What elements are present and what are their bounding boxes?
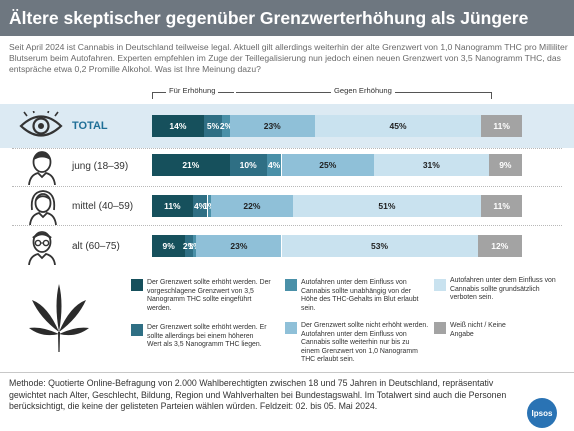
segment-dont-know: 11% — [481, 195, 522, 217]
intro-text: Seit April 2024 ist Cannabis in Deutschl… — [9, 42, 568, 75]
segment-increase-higher: 10% — [229, 154, 267, 176]
row-separator — [12, 186, 562, 187]
ipsos-logo: Ipsos — [527, 398, 557, 428]
segment-keep-1-0: 23% — [196, 235, 282, 257]
legend-text-6: Weiß nicht / Keine Angabe — [450, 322, 506, 338]
legend-text-4: Der Grenzwert sollte nicht erhöht werden… — [301, 322, 429, 364]
bar-young: 21% 10% 4% 25% 31% 9% — [152, 154, 522, 176]
methodology-text: Methode: Quotierte Online-Befragung von … — [9, 378, 507, 412]
segment-dont-know: 9% — [488, 154, 522, 176]
page-title: Ältere skeptischer gegenüber Grenzwerter… — [0, 0, 574, 36]
row-label-old: alt (60–75) — [72, 241, 120, 252]
legend-swatch-4 — [285, 322, 297, 334]
segment-increase-3-5: 21% — [152, 154, 230, 176]
bar-old: 9% 2% 1% 23% 53% 12% — [152, 235, 522, 257]
legend-swatch-2 — [131, 324, 143, 336]
against-increase-label: Gegen Erhöhung — [331, 86, 395, 95]
segment-keep-1-0: 22% — [211, 195, 293, 217]
eye-icon — [19, 111, 63, 137]
segment-no-limit: 1% — [188, 235, 201, 257]
legend-text-5: Autofahren unter dem Einfluss von Cannab… — [450, 277, 556, 302]
segment-increase-higher: 4% — [192, 195, 208, 217]
row-separator — [12, 148, 562, 149]
row-label-young: jung (18–39) — [72, 161, 129, 172]
cannabis-leaf-icon — [29, 284, 89, 352]
segment-dont-know: 11% — [481, 115, 522, 137]
row-separator — [12, 225, 562, 226]
bar-total: 14% 5% 2% 23% 45% 11% — [152, 115, 522, 137]
legend-text-2: Der Grenzwert sollte erhöht werden. Er s… — [147, 324, 267, 349]
segment-dont-know: 12% — [477, 235, 522, 257]
middle-aged-person-icon — [29, 190, 57, 225]
legend-swatch-1 — [131, 279, 143, 291]
segment-ban: 51% — [292, 195, 482, 217]
segment-increase-3-5: 9% — [152, 235, 186, 257]
segment-increase-higher: 2% — [183, 235, 195, 257]
segment-ban: 31% — [374, 154, 489, 176]
segment-keep-1-0: 25% — [281, 154, 374, 176]
footer-divider — [0, 372, 574, 373]
for-increase-label: Für Erhöhung — [166, 86, 219, 95]
row-label-middle: mittel (40–59) — [72, 201, 134, 212]
segment-no-limit: 2% — [220, 115, 232, 137]
segment-increase-higher: 5% — [203, 115, 223, 137]
row-label-total: TOTAL — [72, 120, 108, 132]
bar-middle: 11% 4% 1% 22% 51% 11% — [152, 195, 522, 217]
segment-ban: 53% — [281, 235, 478, 257]
segment-keep-1-0: 23% — [229, 115, 315, 137]
segment-no-limit: 1% — [203, 195, 216, 217]
legend-swatch-6 — [434, 322, 446, 334]
legend-text-3: Autofahren unter dem Einfluss von Cannab… — [301, 279, 419, 312]
legend-swatch-5 — [434, 279, 446, 291]
elderly-person-icon — [28, 231, 56, 265]
segment-no-limit: 4% — [266, 154, 282, 176]
segment-increase-3-5: 11% — [152, 195, 193, 217]
segment-ban: 45% — [314, 115, 482, 137]
legend-text-1: Der Grenzwert sollte erhöht werden. Der … — [147, 279, 271, 312]
segment-increase-3-5: 14% — [152, 115, 204, 137]
legend-swatch-3 — [285, 279, 297, 291]
young-person-icon — [28, 151, 56, 185]
